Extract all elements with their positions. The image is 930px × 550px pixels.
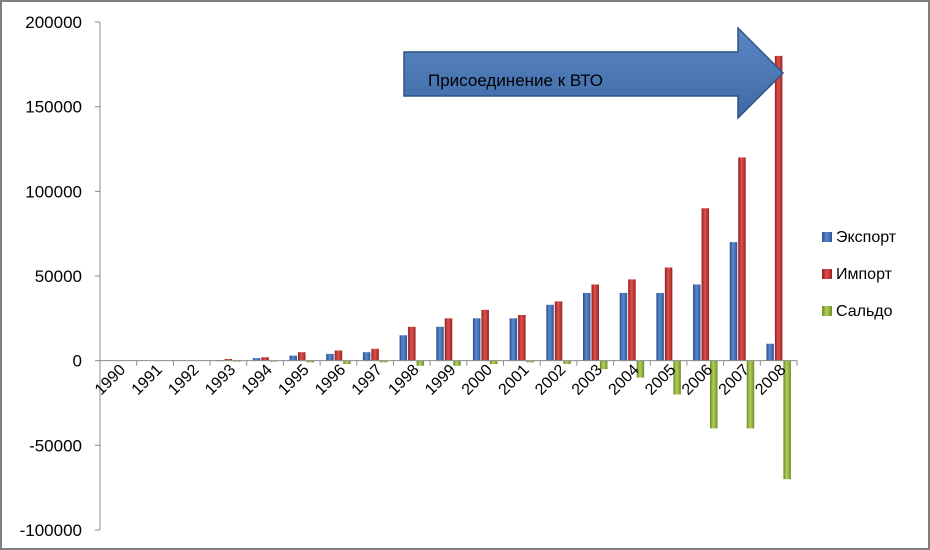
y-tick-label: 100000 xyxy=(25,182,82,201)
bar-import xyxy=(738,157,746,361)
bar-export xyxy=(546,304,554,361)
bar-saldo xyxy=(710,360,718,429)
legend-swatch xyxy=(822,306,832,316)
bar-import xyxy=(224,358,233,361)
legend-label: Экспорт xyxy=(836,229,897,246)
bar-export xyxy=(252,358,261,361)
bar-import xyxy=(481,309,489,361)
bar-export xyxy=(582,292,591,361)
legend-label: Импорт xyxy=(836,266,893,283)
bar-export xyxy=(399,335,408,361)
y-tick-label: -100000 xyxy=(20,521,82,540)
y-tick-label: 150000 xyxy=(25,98,82,117)
bar-saldo xyxy=(379,360,388,363)
bar-export xyxy=(326,353,334,361)
bar-import xyxy=(371,348,379,361)
bar-export xyxy=(509,318,518,361)
bar-export xyxy=(436,326,444,361)
arrow-label: Присоединение к ВТО xyxy=(428,71,603,90)
bar-saldo xyxy=(233,360,241,362)
bar-saldo xyxy=(453,360,461,366)
y-tick-label: 200000 xyxy=(25,13,82,32)
wto-arrow: Присоединение к ВТО xyxy=(403,26,785,120)
bar-export xyxy=(362,352,371,361)
bar-export xyxy=(656,292,664,361)
bar-import xyxy=(261,357,269,361)
plot-area xyxy=(100,22,797,530)
bar-import xyxy=(444,318,453,361)
legend: Экспорт Импорт Сальдо xyxy=(822,229,897,320)
bar-saldo xyxy=(599,360,608,370)
y-tick-label: 0 xyxy=(73,352,82,371)
bar-import xyxy=(664,267,673,361)
bar-export xyxy=(693,284,701,361)
bar-saldo xyxy=(673,360,681,395)
y-tick-label: -50000 xyxy=(29,436,82,455)
arrow-shape xyxy=(403,26,785,120)
bar-saldo xyxy=(783,360,791,480)
bar-saldo xyxy=(343,360,351,365)
bar-export xyxy=(729,242,738,361)
y-axis: 200000 150000 100000 50000 0 -50000 -100000 xyxy=(20,13,101,540)
bar-saldo xyxy=(269,360,278,362)
bar-import xyxy=(298,352,306,361)
bar-saldo xyxy=(526,360,535,363)
bar-import xyxy=(518,314,526,361)
bar-import xyxy=(334,350,343,361)
legend-swatch xyxy=(822,232,832,242)
bar-export xyxy=(619,292,628,361)
bar-saldo xyxy=(416,360,425,366)
bar-import xyxy=(628,279,636,361)
bar-saldo xyxy=(489,360,498,365)
bar-import xyxy=(774,55,783,361)
bar-saldo xyxy=(746,360,755,429)
bar-import xyxy=(591,284,599,361)
bar-import xyxy=(701,208,710,361)
bar-import xyxy=(554,301,563,361)
bar-export xyxy=(472,318,481,361)
bar-saldo xyxy=(306,360,315,363)
legend-swatch xyxy=(822,269,832,279)
bar-saldo xyxy=(636,360,645,378)
legend-label: Сальдо xyxy=(836,303,893,320)
bar-saldo xyxy=(563,360,571,365)
bar-export xyxy=(289,355,298,361)
y-tick-label: 50000 xyxy=(35,267,82,286)
bar-export xyxy=(766,343,774,361)
bar-import xyxy=(408,326,416,361)
